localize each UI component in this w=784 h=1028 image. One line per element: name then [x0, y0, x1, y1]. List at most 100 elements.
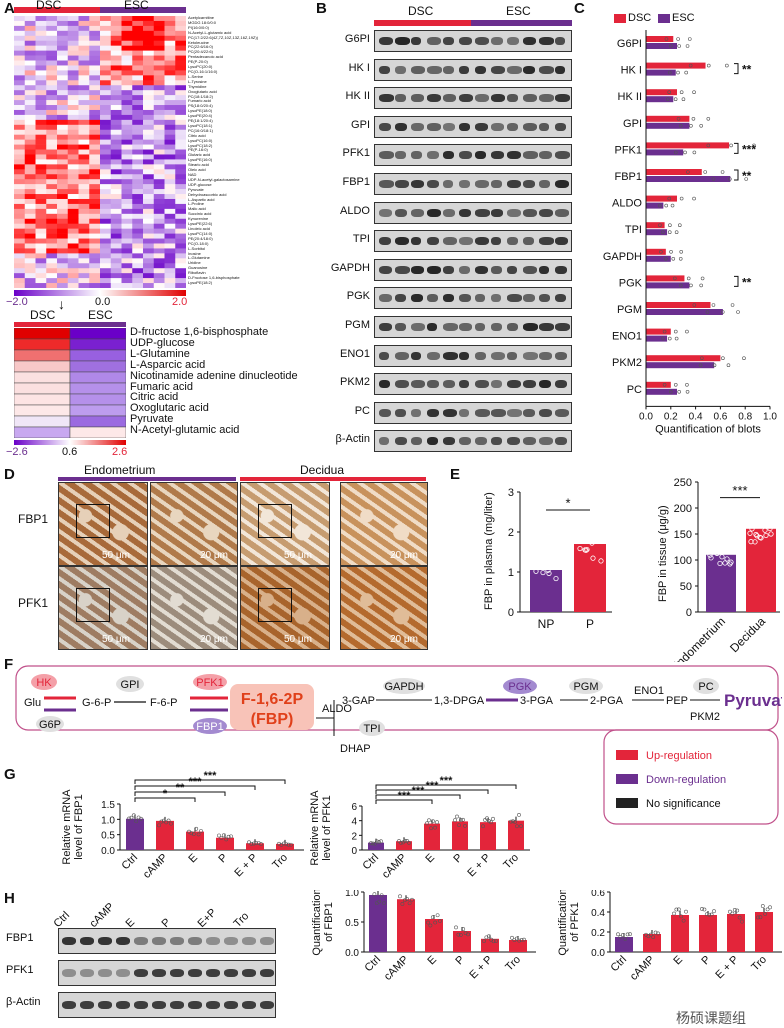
tick-label: 0.5	[101, 831, 115, 842]
heat-cell	[110, 218, 122, 225]
blot-band	[459, 380, 470, 389]
e-tick-label: 3	[508, 487, 514, 499]
dot	[256, 841, 261, 845]
heat-cell	[89, 263, 101, 269]
heat-cell	[46, 45, 58, 51]
category-label: Ctrl	[120, 852, 141, 873]
sig-label: ***	[398, 790, 412, 802]
c-dot	[673, 276, 677, 281]
e-dot	[546, 570, 552, 577]
heat-cell	[67, 20, 79, 27]
heat-cell	[100, 114, 112, 121]
metabolite-label: Succinic acid	[188, 211, 212, 217]
metabolite-label: LysoPE(18:0)	[188, 108, 213, 114]
heat-cell	[35, 90, 47, 96]
heat-cell	[46, 179, 58, 185]
heat-cell	[164, 114, 176, 121]
blot-protein-label: PC	[354, 404, 370, 417]
node-g6p-enzyme: G6P	[39, 719, 61, 731]
blot-band	[224, 969, 238, 977]
heat-cell	[153, 85, 165, 91]
heat-cell	[89, 238, 101, 244]
heat-cell	[100, 129, 112, 135]
heat-cell	[143, 273, 155, 279]
heat-cell	[143, 95, 155, 101]
zoom-cell-dsc	[14, 404, 71, 417]
heat-cell	[100, 159, 112, 165]
c-dot	[671, 257, 676, 261]
dot	[453, 818, 457, 823]
heat-cell	[24, 184, 36, 190]
bar	[397, 899, 415, 952]
metabolite-label: LysoPE(18:2)	[188, 279, 213, 285]
e-dot	[748, 539, 754, 545]
blot-band	[555, 380, 567, 389]
ihc-tile	[58, 566, 148, 650]
heat-cell	[164, 159, 176, 165]
heat-cell	[24, 139, 36, 145]
heat-cell	[143, 139, 155, 145]
heat-cell	[46, 273, 58, 279]
heat-cell	[175, 75, 186, 81]
blot-band	[555, 122, 566, 131]
dot	[164, 820, 169, 825]
heat-cell	[46, 283, 58, 288]
blot-band	[459, 351, 469, 360]
node-pgk-pill	[503, 678, 537, 694]
blot-band	[411, 122, 424, 131]
zoom-metabolite-label: D-fructose 1,6-bisphosphate	[130, 326, 269, 338]
ihc-tile	[240, 482, 330, 566]
blot-band	[427, 208, 441, 217]
heat-cell	[110, 16, 122, 22]
dot	[405, 838, 409, 843]
e-dot	[708, 555, 714, 561]
heat-cell	[175, 228, 186, 234]
category-label: P	[451, 852, 465, 866]
dot	[514, 936, 519, 941]
heat-cell	[175, 65, 186, 71]
heat-cell	[14, 179, 26, 185]
heat-cell	[14, 283, 26, 288]
heat-cell	[164, 248, 176, 254]
heat-cell	[153, 35, 165, 42]
heat-cell	[46, 65, 58, 71]
heat-cell	[153, 243, 165, 249]
dot	[129, 815, 134, 820]
dot	[676, 907, 681, 912]
heat-cell	[57, 159, 69, 165]
heat-cell	[164, 95, 176, 101]
dot	[519, 824, 523, 829]
blot-band	[379, 180, 394, 188]
heat-cell	[67, 70, 79, 76]
dot	[458, 933, 463, 937]
heat-cell	[110, 203, 122, 210]
scale-bar-label: 50 μm	[284, 550, 312, 561]
dot	[681, 918, 686, 923]
heat-cell	[24, 100, 36, 106]
heat-cell	[14, 203, 26, 210]
blot-band	[379, 237, 392, 246]
blot-band	[523, 94, 537, 103]
heat-cell	[57, 268, 69, 274]
dot	[768, 905, 772, 910]
heat-cell	[14, 228, 26, 234]
heat-cell	[121, 223, 133, 229]
blot-band	[379, 265, 393, 274]
blot-band	[411, 208, 424, 217]
category-label: Ctrl	[609, 954, 630, 975]
category-label: cAMP	[141, 852, 170, 881]
heat-cell	[153, 90, 165, 96]
bar	[508, 820, 524, 850]
heat-cell	[35, 164, 47, 170]
heat-cell	[57, 154, 69, 160]
heat-cell	[89, 134, 101, 140]
heat-cell	[89, 119, 101, 126]
c-bar-dsc	[646, 36, 674, 42]
e-tick-label: 200	[674, 503, 692, 515]
heat-cell	[46, 114, 58, 121]
dot	[700, 907, 704, 911]
heat-cell	[46, 268, 58, 274]
c-dot	[667, 90, 672, 94]
c-dot	[658, 223, 662, 227]
blot-band	[459, 265, 471, 274]
